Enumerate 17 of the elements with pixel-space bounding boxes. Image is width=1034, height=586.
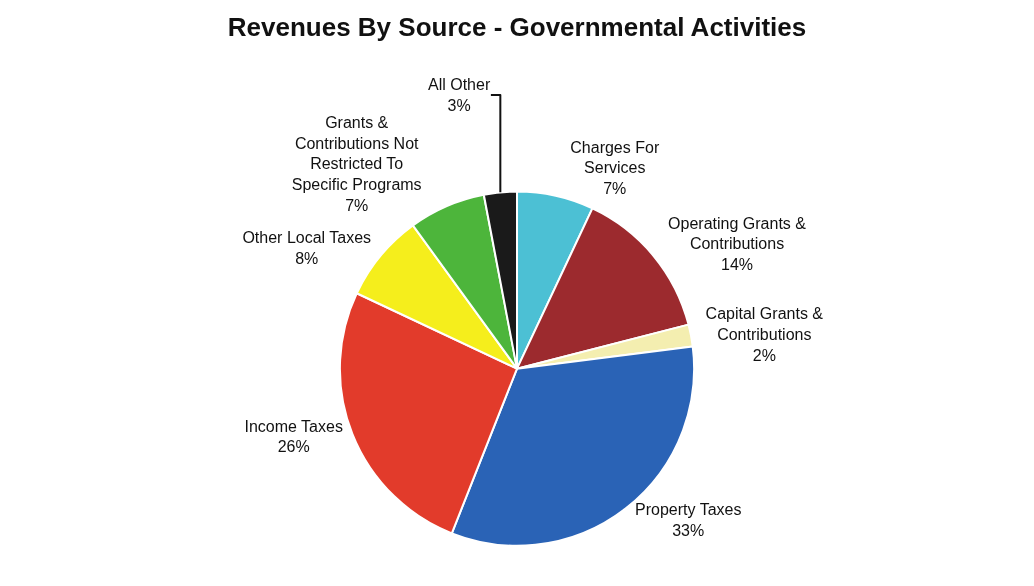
data-label: 33% (672, 522, 705, 540)
slice-label: Charges For Services (570, 138, 660, 177)
data-label: 26% (277, 438, 310, 456)
chart-title: Revenues By Source - Governmental Activities (227, 11, 807, 42)
data-label: 7% (603, 180, 627, 198)
data-label: 8% (295, 249, 319, 267)
slice-label: Other Local Taxes (242, 229, 372, 247)
slice-label: Operating Grants & Contributions (668, 214, 807, 253)
data-label: 2% (752, 346, 776, 364)
slice-label: Capital Grants & Contributions (705, 305, 824, 343)
slice-label: All Other (427, 76, 491, 94)
data-label: 14% (721, 256, 754, 274)
slice-label: Property Taxes (635, 501, 742, 519)
data-label: 7% (345, 197, 369, 215)
slice-label: Grants & Contributions Not Restricted To Specific Programs (291, 113, 422, 194)
data-label: 3% (447, 96, 471, 114)
slice-label: Income Taxes (244, 417, 343, 435)
